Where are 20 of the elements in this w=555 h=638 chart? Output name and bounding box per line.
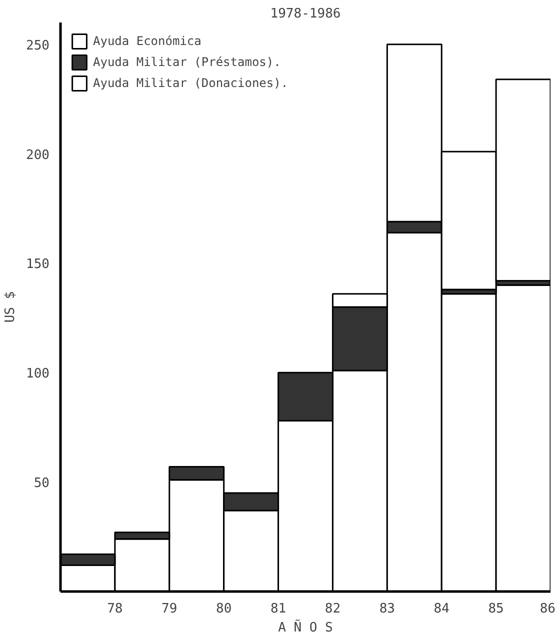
x-tick-label: 85 bbox=[488, 602, 504, 616]
x-tick-label: 80 bbox=[216, 602, 232, 616]
x-tick-label: 81 bbox=[270, 602, 286, 616]
x-tick-label: 83 bbox=[379, 602, 395, 616]
x-tick-label: 78 bbox=[107, 602, 123, 616]
legend-label: Ayuda Económica bbox=[93, 34, 202, 48]
y-tick-label: 200 bbox=[26, 148, 50, 163]
y-tick-label: 50 bbox=[34, 476, 50, 492]
x-tick-label: 82 bbox=[324, 602, 341, 616]
chart-title: 1978-1986 bbox=[270, 6, 341, 22]
y-axis-title: US $ bbox=[3, 291, 18, 323]
legend-label: Ayuda Militar (Donaciones). bbox=[93, 76, 288, 90]
x-tick-label: 84 bbox=[434, 602, 450, 616]
y-tick-label: 150 bbox=[26, 257, 50, 272]
y-tick-label: 250 bbox=[26, 38, 50, 54]
x-tick-label: 79 bbox=[162, 602, 178, 616]
x-axis-title: A Ñ O S bbox=[278, 620, 333, 636]
x-tick-label: 86 bbox=[540, 602, 555, 616]
y-tick-label: 100 bbox=[26, 366, 50, 382]
legend-label: Ayuda Militar (Préstamos). bbox=[93, 55, 281, 69]
